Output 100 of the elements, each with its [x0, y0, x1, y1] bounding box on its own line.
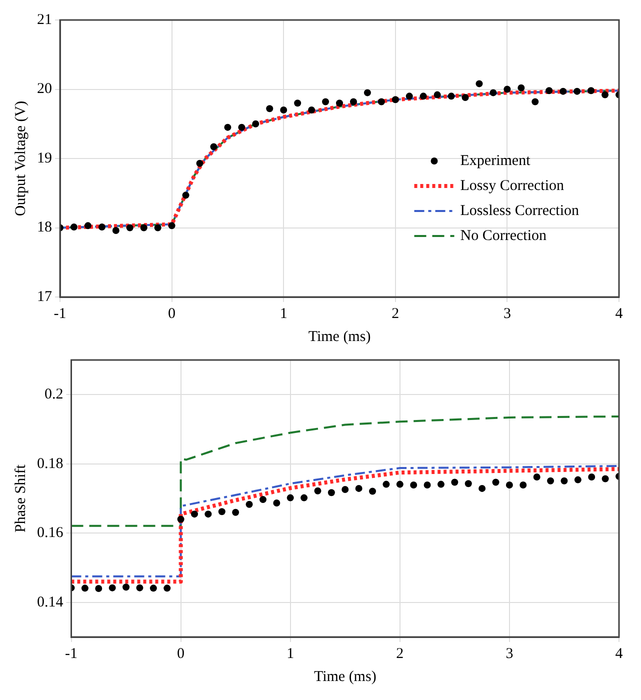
x-tick-label: 3	[506, 646, 514, 662]
point	[154, 224, 162, 232]
x-tick-label: -1	[54, 306, 66, 322]
point	[108, 584, 116, 592]
point	[406, 92, 413, 100]
point	[336, 100, 343, 107]
point	[246, 500, 253, 508]
point	[602, 475, 609, 482]
y-tick-label: 21	[37, 12, 52, 28]
point	[300, 494, 308, 502]
point	[588, 87, 595, 94]
x-tick-label: 4	[615, 306, 624, 322]
x-tick-label: 0	[177, 646, 185, 662]
point	[560, 477, 568, 484]
point	[204, 510, 212, 518]
point	[224, 124, 232, 131]
y-tick-label: 17	[37, 288, 52, 305]
point	[210, 143, 218, 150]
point	[532, 98, 539, 106]
point	[437, 480, 444, 488]
point	[546, 87, 553, 94]
point	[182, 192, 190, 199]
point	[140, 224, 148, 232]
point	[342, 486, 349, 493]
point	[168, 222, 176, 230]
point	[574, 88, 581, 95]
point	[396, 480, 404, 488]
point	[126, 224, 134, 232]
point	[504, 86, 511, 93]
y-tick-label: 0.14	[37, 594, 64, 610]
point	[196, 160, 204, 167]
point	[81, 584, 88, 592]
point	[266, 105, 274, 112]
x-tick-label: 0	[168, 306, 176, 322]
point	[136, 584, 144, 592]
point	[218, 508, 226, 516]
x-tick-label: 1	[286, 646, 294, 662]
point	[464, 480, 472, 488]
point	[294, 100, 302, 107]
point	[448, 92, 455, 100]
point	[392, 96, 399, 104]
point	[382, 480, 390, 488]
x-tick-label: -1	[65, 646, 78, 662]
point	[286, 494, 294, 502]
point	[150, 584, 157, 592]
point	[232, 508, 240, 516]
y-axis-title: Output Voltage (V)	[12, 100, 29, 216]
point	[547, 477, 554, 484]
point	[177, 516, 184, 523]
x-tick-label: 1	[280, 306, 288, 322]
y-tick-label: 0.16	[37, 525, 64, 542]
point	[190, 510, 198, 518]
y-tick-label: 0.2	[44, 386, 64, 403]
point	[95, 585, 102, 592]
point	[322, 98, 330, 106]
x-tick-label: 2	[392, 306, 400, 322]
point	[364, 89, 371, 96]
point	[314, 487, 322, 494]
point	[98, 224, 106, 231]
y-tick-label: 18	[37, 220, 52, 236]
x-tick-label: 4	[615, 646, 624, 662]
x-axis-title: Time (ms)	[308, 328, 371, 345]
point	[574, 476, 582, 484]
point	[112, 227, 120, 234]
y-tick-label: 20	[37, 81, 52, 98]
point	[588, 474, 596, 481]
point	[308, 106, 316, 114]
point	[424, 481, 431, 488]
point	[273, 500, 280, 506]
y-tick-label: 0.18	[37, 456, 64, 472]
point	[164, 584, 171, 592]
point	[238, 124, 246, 131]
point	[490, 89, 497, 96]
point	[602, 91, 609, 98]
point	[533, 474, 540, 481]
point	[259, 496, 266, 504]
point	[506, 481, 513, 488]
point	[420, 92, 427, 100]
point	[355, 484, 362, 492]
legend-label: No Correction	[460, 228, 547, 244]
point	[252, 120, 260, 128]
point	[478, 484, 486, 492]
point	[328, 489, 335, 496]
point	[462, 94, 469, 102]
point	[84, 222, 92, 230]
y-axis-title: Phase Shift	[12, 464, 29, 532]
point	[122, 584, 130, 591]
point	[280, 106, 288, 114]
point	[378, 98, 385, 106]
x-tick-label: 3	[503, 306, 511, 322]
legend-label: Lossless Correction	[460, 202, 580, 219]
point	[369, 488, 376, 495]
point	[476, 80, 483, 88]
point	[518, 84, 525, 92]
y-tick-label: 19	[37, 150, 52, 166]
legend-label: Lossy Correction	[460, 178, 564, 194]
point	[520, 481, 527, 488]
point	[410, 481, 418, 488]
x-axis-title: Time (ms)	[314, 668, 376, 685]
point	[70, 224, 78, 231]
